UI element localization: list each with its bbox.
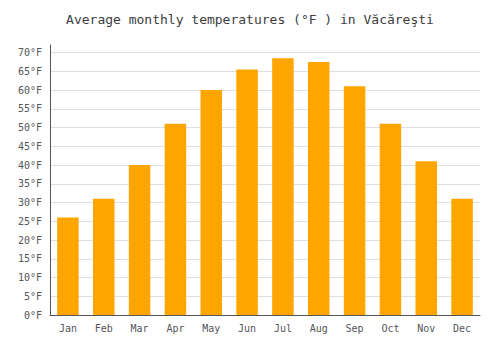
svg-text:30°F: 30°F	[18, 197, 42, 208]
svg-text:70°F: 70°F	[18, 47, 42, 58]
svg-text:Jul: Jul	[274, 323, 292, 334]
svg-text:Aug: Aug	[310, 323, 328, 334]
svg-text:25°F: 25°F	[18, 216, 42, 227]
svg-text:65°F: 65°F	[18, 66, 42, 77]
svg-text:60°F: 60°F	[18, 85, 42, 96]
svg-text:Average monthly temperatures (: Average monthly temperatures (°F ) in Vă…	[66, 12, 434, 27]
svg-text:Oct: Oct	[381, 323, 399, 334]
svg-text:May: May	[202, 323, 220, 334]
svg-text:55°F: 55°F	[18, 103, 42, 114]
svg-text:Mar: Mar	[131, 323, 149, 334]
svg-text:10°F: 10°F	[18, 272, 42, 283]
svg-text:5°F: 5°F	[24, 291, 42, 302]
svg-text:Feb: Feb	[95, 323, 113, 334]
svg-text:35°F: 35°F	[18, 178, 42, 189]
svg-text:Nov: Nov	[417, 323, 435, 334]
svg-text:Dec: Dec	[453, 323, 471, 334]
svg-text:15°F: 15°F	[18, 253, 42, 264]
svg-text:0°F: 0°F	[24, 310, 42, 321]
svg-text:50°F: 50°F	[18, 122, 42, 133]
svg-text:Apr: Apr	[166, 323, 184, 334]
svg-text:Sep: Sep	[346, 323, 364, 334]
svg-text:Jan: Jan	[59, 323, 77, 334]
svg-text:Jun: Jun	[238, 323, 256, 334]
svg-text:40°F: 40°F	[18, 160, 42, 171]
svg-text:20°F: 20°F	[18, 235, 42, 246]
svg-text:45°F: 45°F	[18, 141, 42, 152]
